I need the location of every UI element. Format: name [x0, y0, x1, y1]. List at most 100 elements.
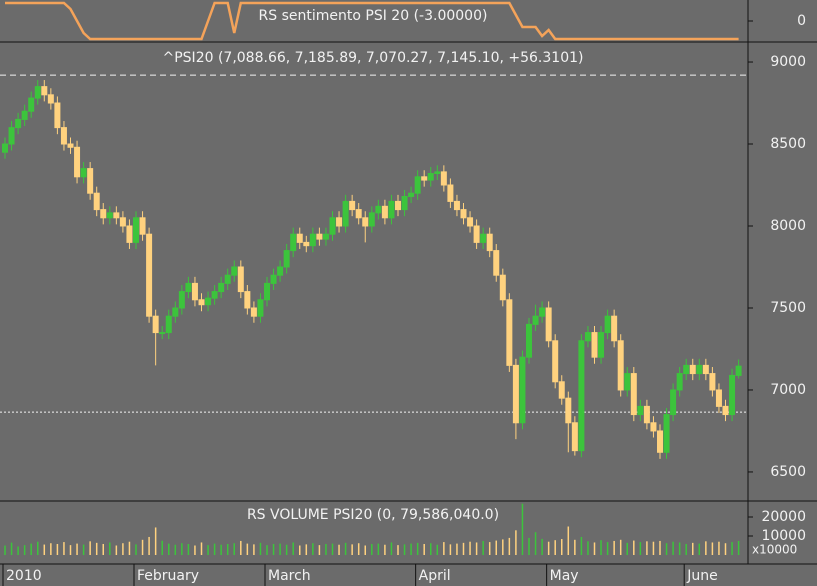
- candle-body: [519, 356, 526, 424]
- candle-body: [375, 205, 382, 214]
- candle-body: [211, 291, 218, 299]
- candle-body: [676, 373, 683, 391]
- y-tick-label: 7000: [770, 382, 806, 398]
- candle-body: [159, 332, 166, 335]
- candle-body: [552, 340, 559, 383]
- candle-body: [74, 146, 81, 178]
- candle-body: [342, 200, 349, 227]
- candle-body: [630, 373, 637, 416]
- y-tick-label: 10000: [761, 528, 806, 544]
- candle-body: [486, 233, 493, 252]
- candle-body: [539, 307, 546, 317]
- candle-body: [257, 299, 264, 317]
- candle-body: [277, 266, 284, 276]
- candle-body: [21, 110, 28, 120]
- candle-body: [440, 171, 447, 186]
- candle-body: [689, 364, 696, 375]
- candle-body: [467, 217, 474, 227]
- y-tick-label: 0: [797, 13, 806, 29]
- candle-body: [113, 212, 120, 219]
- candle-body: [41, 86, 48, 96]
- candle-body: [421, 176, 428, 181]
- panel-title: RS VOLUME PSI20 (0, 79,586,040.0): [247, 507, 499, 523]
- candle-body: [408, 192, 415, 197]
- candle-body: [100, 209, 107, 219]
- y-tick-label: 8500: [770, 136, 806, 152]
- y-tick-label: 6500: [770, 464, 806, 480]
- x-tick-label: May: [550, 568, 579, 584]
- candle-body: [205, 297, 212, 306]
- candle-body: [355, 209, 362, 219]
- candle-body: [571, 422, 578, 452]
- candle-body: [290, 233, 297, 252]
- candle-body: [637, 405, 644, 416]
- candle-body: [2, 143, 8, 153]
- candle-body: [735, 365, 742, 376]
- candle-body: [329, 217, 336, 235]
- candle-body: [709, 373, 716, 391]
- candle-body: [598, 332, 605, 358]
- candle-body: [604, 315, 611, 334]
- x-tick-label: June: [686, 568, 718, 584]
- candle-body: [401, 195, 408, 211]
- candle-body: [303, 241, 310, 247]
- candle-body: [126, 225, 133, 243]
- candle-body: [447, 184, 454, 202]
- candle-body: [499, 274, 506, 301]
- candle-body: [93, 192, 100, 211]
- candle-body: [715, 389, 722, 407]
- candle-body: [133, 217, 139, 243]
- candle-body: [362, 217, 369, 227]
- candle-body: [264, 282, 270, 301]
- candle-body: [526, 323, 532, 358]
- candle-body: [178, 291, 185, 309]
- candle-body: [729, 374, 736, 416]
- candle-body: [80, 168, 87, 178]
- panel-title: RS sentimento PSI 20 (-3.00000): [259, 8, 488, 24]
- candle-body: [8, 127, 15, 145]
- candle-body: [702, 364, 709, 375]
- candle-body: [316, 233, 323, 240]
- candle-body: [643, 405, 650, 424]
- candle-body: [558, 381, 565, 399]
- x-tick-label: March: [268, 568, 311, 584]
- candle-body: [28, 97, 35, 112]
- candle-body: [165, 315, 172, 334]
- candle-body: [611, 315, 618, 342]
- candle-body: [336, 217, 343, 227]
- candle-body: [493, 250, 500, 276]
- candle-body: [617, 340, 624, 391]
- candle-body: [414, 176, 421, 194]
- candle-body: [650, 422, 657, 432]
- candle-body: [34, 86, 41, 99]
- y-tick-label: 9000: [770, 54, 806, 70]
- candle-body: [244, 291, 251, 309]
- candle-body: [460, 209, 467, 219]
- candle-body: [250, 307, 257, 317]
- candle-body: [198, 299, 205, 306]
- candle-body: [349, 200, 356, 211]
- candle-body: [453, 200, 460, 211]
- candle-body: [696, 364, 703, 375]
- candle-body: [506, 299, 513, 366]
- candle-body: [427, 173, 434, 181]
- candle-body: [172, 307, 179, 317]
- sentiment-line: [5, 1, 739, 41]
- candle-body: [146, 233, 153, 317]
- candle-body: [106, 212, 113, 219]
- candle-body: [670, 389, 677, 416]
- panel-title: ^PSI20 (7,088.66, 7,185.89, 7,070.27, 7,…: [163, 50, 584, 66]
- candle-body: [231, 266, 238, 276]
- candle-body: [565, 397, 572, 424]
- candle-body: [624, 373, 631, 391]
- candle-body: [322, 233, 329, 240]
- y-tick-label: 20000: [761, 509, 806, 525]
- candle-body: [54, 102, 61, 129]
- axis-unit: x10000: [752, 543, 797, 557]
- candle-body: [309, 233, 316, 247]
- y-tick-label: 7500: [770, 300, 806, 316]
- candle-body: [395, 200, 401, 211]
- x-tick-label: February: [137, 568, 199, 584]
- candle-body: [683, 364, 690, 375]
